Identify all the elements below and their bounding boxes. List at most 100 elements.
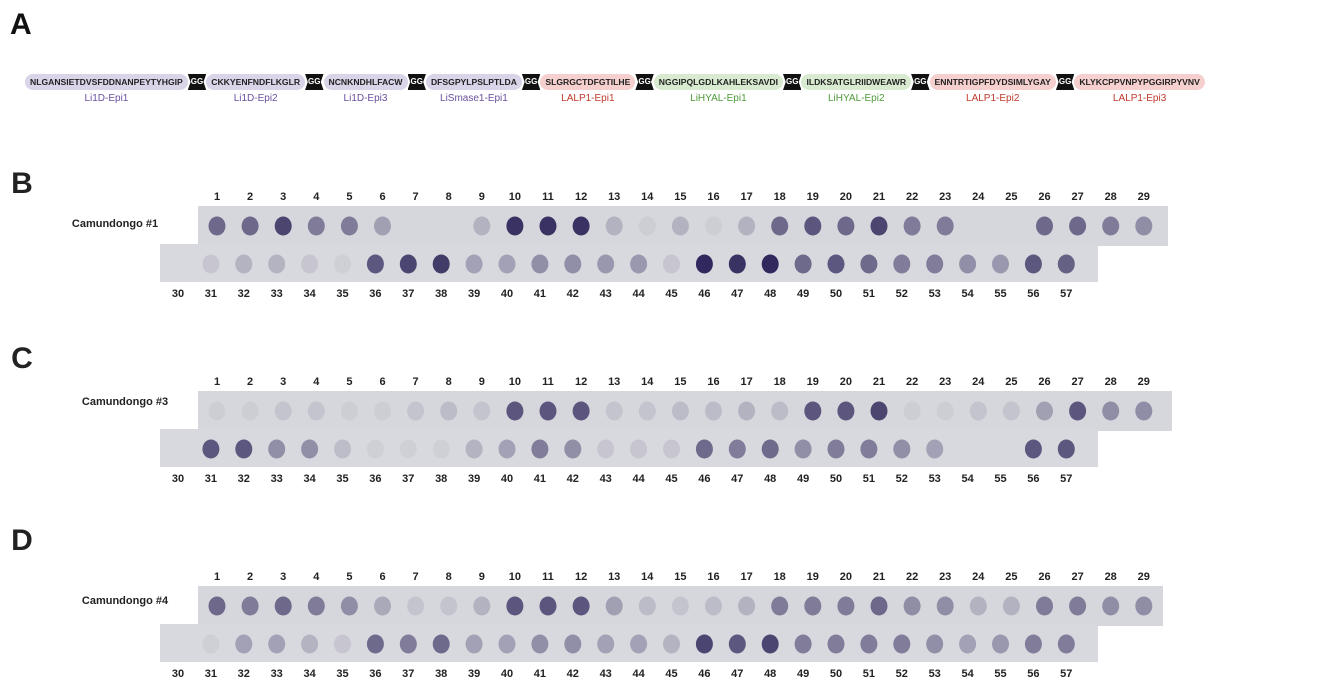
spot (499, 440, 516, 459)
spot-number: 52 (896, 473, 908, 485)
spot-number: 50 (830, 288, 842, 300)
spot-number: 29 (1138, 191, 1150, 203)
spot (904, 597, 921, 616)
spot-number: 44 (632, 668, 645, 680)
spot-number: 40 (501, 668, 513, 680)
spot-number: 11 (542, 376, 554, 388)
spot-number: 19 (807, 191, 819, 203)
spot (374, 217, 391, 236)
spot-number: 57 (1060, 288, 1072, 300)
spot-number: 28 (1105, 191, 1117, 203)
spot (1102, 217, 1119, 236)
spot-number: 1 (214, 376, 220, 388)
spot-number: 43 (600, 473, 612, 485)
spot-number: 19 (807, 571, 819, 583)
spot (268, 440, 285, 459)
spot (1102, 402, 1119, 421)
spot-number: 41 (534, 288, 546, 300)
spot-number: 17 (740, 376, 752, 388)
spot (1069, 217, 1086, 236)
spot-number: 2 (247, 571, 253, 583)
spot (828, 255, 845, 274)
spot-number: 12 (575, 376, 587, 388)
spot (506, 597, 523, 616)
spot (564, 635, 581, 654)
spot (871, 597, 888, 616)
spot (837, 217, 854, 236)
spot-number: 49 (797, 473, 809, 485)
spot-number: 30 (172, 473, 184, 485)
spot-number: 39 (468, 288, 480, 300)
spot (400, 440, 417, 459)
spot (202, 440, 219, 459)
spot-number: 45 (665, 668, 677, 680)
spot (795, 255, 812, 274)
spot (926, 440, 943, 459)
spot-number: 42 (567, 288, 579, 300)
spot-number: 20 (840, 376, 852, 388)
spot (235, 255, 252, 274)
spot (606, 217, 623, 236)
spot-number: 8 (446, 571, 452, 583)
spot (893, 635, 910, 654)
spot (804, 597, 821, 616)
spot-number: 52 (896, 668, 908, 680)
spot-number: 22 (906, 191, 918, 203)
spot-number: 55 (994, 668, 1006, 680)
spot-number: 15 (674, 376, 686, 388)
spot-number: 7 (413, 191, 419, 203)
spot-number: 43 (600, 288, 612, 300)
spot (871, 402, 888, 421)
spot (334, 635, 351, 654)
figure: A NLGANSIETDVSFDDNANPEYTYHGIPLi1D-Epi1GG… (0, 0, 1326, 680)
spot (573, 402, 590, 421)
spot-number: 48 (764, 473, 776, 485)
spot (341, 217, 358, 236)
spot (860, 255, 877, 274)
spot (696, 255, 713, 274)
spot (804, 402, 821, 421)
spot-number: 35 (336, 473, 348, 485)
spot-number: 14 (641, 191, 654, 203)
spot (804, 217, 821, 236)
spot-number: 54 (961, 473, 974, 485)
spot (374, 402, 391, 421)
spot-number: 56 (1027, 668, 1039, 680)
spot (762, 440, 779, 459)
membrane-bottom (160, 624, 1098, 662)
spot (1036, 597, 1053, 616)
spot (705, 597, 722, 616)
spot (407, 597, 424, 616)
spot (828, 635, 845, 654)
spot-number: 26 (1038, 571, 1050, 583)
spot (837, 402, 854, 421)
spot (705, 402, 722, 421)
spot-number: 4 (313, 376, 320, 388)
spot-number: 20 (840, 571, 852, 583)
spot (672, 402, 689, 421)
spot-number: 31 (205, 668, 217, 680)
spot-number: 18 (774, 571, 786, 583)
spot-number: 33 (271, 288, 283, 300)
spot-number: 32 (238, 288, 250, 300)
spot-number: 26 (1038, 376, 1050, 388)
spot (268, 255, 285, 274)
spot-number: 7 (413, 571, 419, 583)
spot-number: 56 (1027, 473, 1039, 485)
spot-number: 38 (435, 288, 447, 300)
spot-number: 41 (534, 473, 546, 485)
spot (268, 635, 285, 654)
spot (696, 440, 713, 459)
spot-number: 55 (994, 473, 1006, 485)
spot (729, 440, 746, 459)
spot-number: 10 (509, 571, 521, 583)
spot (828, 440, 845, 459)
spot (473, 217, 490, 236)
spot (663, 440, 680, 459)
spot-number: 23 (939, 376, 951, 388)
spot-number: 16 (707, 191, 719, 203)
spot (1058, 440, 1075, 459)
spot-number: 15 (674, 191, 686, 203)
spot-number: 32 (238, 668, 250, 680)
spot (440, 597, 457, 616)
